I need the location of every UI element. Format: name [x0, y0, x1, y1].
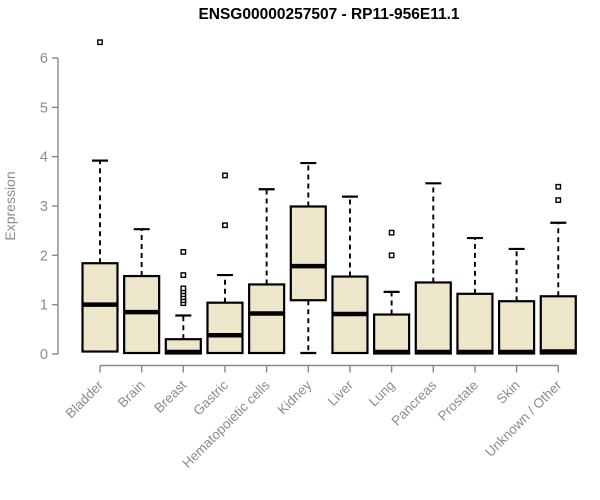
iqr-box — [414, 281, 452, 355]
iqr-box — [498, 300, 536, 355]
iqr-box — [373, 313, 411, 355]
box-group — [539, 183, 577, 355]
y-tick-label: 2 — [40, 248, 48, 264]
y-tick-label: 0 — [40, 347, 48, 363]
box-group — [289, 161, 327, 355]
x-tick-label: Brain — [115, 378, 148, 411]
x-tick-label: Breast — [151, 377, 189, 415]
iqr-box — [248, 283, 286, 355]
outlier-point — [388, 252, 395, 259]
x-tick-label: Bladder — [63, 377, 107, 421]
y-tick-label: 5 — [40, 100, 48, 116]
box-group — [331, 195, 369, 355]
x-tick-label: Prostate — [435, 378, 481, 424]
box-group — [206, 172, 244, 355]
outlier-point — [555, 197, 562, 203]
box-group — [414, 182, 452, 355]
outlier-point — [180, 272, 187, 278]
iqr-box — [123, 274, 161, 355]
outlier-point — [180, 285, 187, 292]
iqr-box — [81, 262, 119, 353]
outlier-point — [180, 248, 187, 255]
iqr-box — [289, 205, 327, 302]
box-group — [164, 248, 202, 355]
chart-title: ENSG00000257507 - RP11-956E11.1 — [198, 6, 459, 23]
outlier-point — [388, 229, 395, 236]
iqr-box — [456, 292, 494, 355]
iqr-box — [206, 301, 244, 355]
x-tick-label: Kidney — [275, 377, 315, 417]
x-tick-label: Unknown / Other — [482, 377, 565, 460]
outlier-point — [222, 222, 228, 229]
x-tick-label: Gastric — [190, 377, 231, 418]
y-axis-label: Expression — [2, 171, 18, 240]
y-tick-label: 4 — [40, 150, 48, 166]
y-tick-label: 6 — [40, 51, 48, 67]
x-tick-label: Pancreas — [388, 377, 439, 428]
box-series — [81, 39, 577, 355]
box-group — [456, 236, 494, 355]
x-tick-label: Lung — [366, 378, 398, 410]
outlier-point — [97, 39, 103, 46]
box-group — [123, 228, 161, 355]
box-group — [248, 188, 286, 355]
x-tick-label: Liver — [325, 377, 357, 409]
iqr-box — [539, 295, 577, 355]
y-tick-label: 1 — [40, 298, 48, 314]
box-group — [81, 39, 119, 353]
y-tick-label: 3 — [40, 199, 48, 215]
x-tick-label: Skin — [494, 378, 523, 407]
outlier-point — [222, 172, 228, 179]
box-group — [373, 229, 411, 355]
box-group — [498, 247, 536, 355]
outlier-point — [555, 183, 562, 190]
